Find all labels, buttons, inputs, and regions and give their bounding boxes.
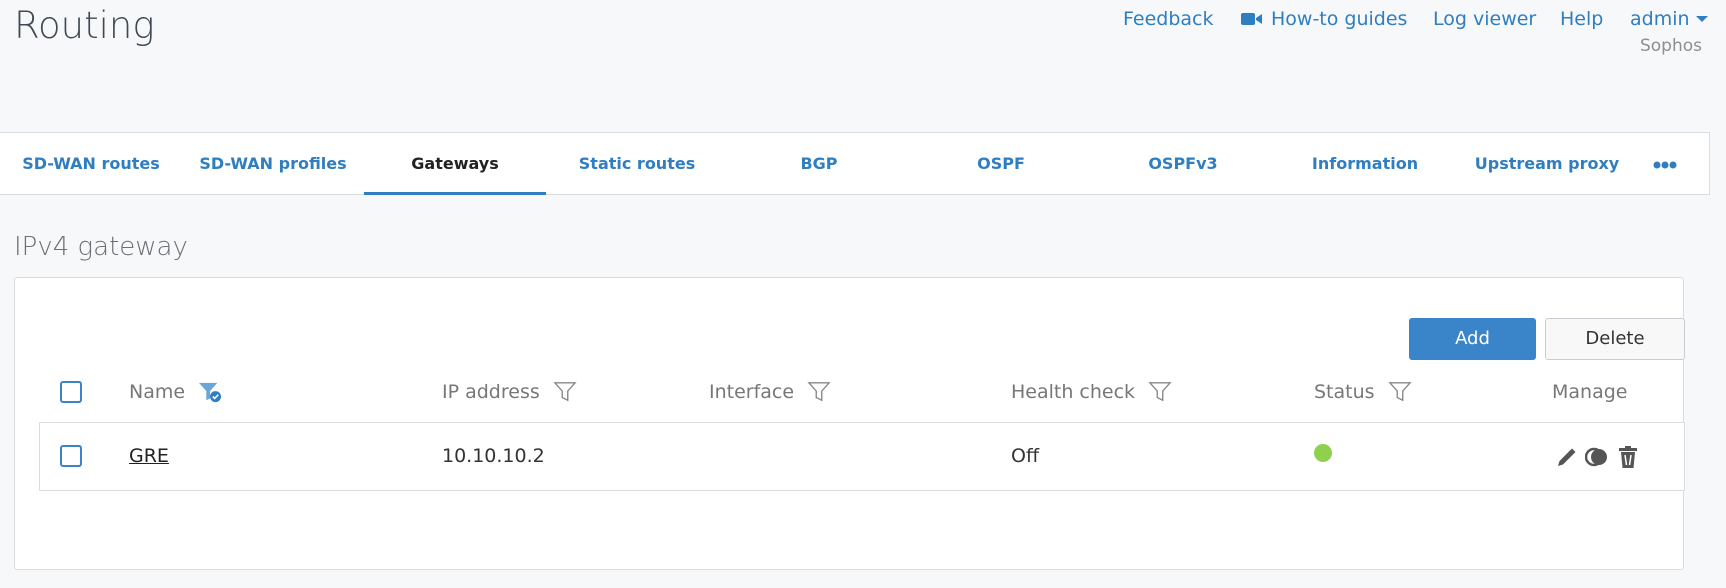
log-viewer-link[interactable]: Log viewer [1433, 8, 1537, 30]
help-link[interactable]: Help [1560, 8, 1604, 30]
add-button[interactable]: Add [1409, 318, 1536, 360]
column-interface-label: Interface [709, 381, 795, 403]
column-interface: Interface [709, 381, 832, 403]
filter-active-icon[interactable] [197, 381, 223, 403]
status-indicator-icon [1314, 444, 1332, 462]
tab-static-routes[interactable]: Static routes [578, 154, 696, 173]
tab-upstream-proxy[interactable]: Upstream proxy [1474, 154, 1620, 173]
tab-ospfv3[interactable]: OSPFv3 [1148, 154, 1218, 173]
tab-sd-wan-profiles[interactable]: SD-WAN profiles [199, 154, 347, 173]
column-health-check: Health check [1011, 381, 1173, 403]
how-to-guides-label: How-to guides [1271, 8, 1408, 30]
column-name: Name [129, 381, 223, 403]
tab-information[interactable]: Information [1311, 154, 1419, 173]
column-manage: Manage [1552, 381, 1627, 403]
tab-sd-wan-routes[interactable]: SD-WAN routes [22, 154, 160, 173]
more-dots-icon [1653, 161, 1677, 169]
tab-ospf[interactable]: OSPF [977, 154, 1025, 173]
feedback-link[interactable]: Feedback [1123, 8, 1214, 30]
column-name-label: Name [129, 381, 186, 403]
tab-gateways[interactable]: Gateways [364, 133, 546, 195]
caret-down-icon [1695, 16, 1708, 22]
table-row [39, 422, 1685, 491]
delete-button[interactable]: Delete [1545, 318, 1685, 360]
organization-name: Sophos [1639, 36, 1702, 56]
filter-icon[interactable] [806, 381, 832, 403]
gateway-name-link[interactable]: GRE [129, 445, 169, 467]
how-to-guides-link[interactable]: How-to guides [1241, 8, 1407, 30]
section-title: IPv4 gateway [14, 232, 188, 262]
column-manage-label: Manage [1552, 381, 1628, 403]
video-camera-icon [1241, 13, 1262, 25]
trash-icon[interactable] [1616, 445, 1640, 469]
tab-bar: SD-WAN routes SD-WAN profiles Gateways S… [0, 132, 1710, 195]
edit-pencil-icon[interactable] [1555, 445, 1579, 469]
admin-menu[interactable]: admin [1630, 8, 1708, 30]
column-status-label: Status [1314, 381, 1375, 403]
filter-icon[interactable] [1147, 381, 1173, 403]
column-ip-address: IP address [442, 381, 578, 403]
column-status: Status [1314, 381, 1413, 403]
row-checkbox[interactable] [60, 445, 82, 467]
filter-icon[interactable] [552, 381, 578, 403]
gateway-health-check: Off [1011, 445, 1040, 467]
more-tabs-button[interactable] [1640, 133, 1690, 195]
select-all-checkbox[interactable] [60, 381, 82, 403]
gateway-ip: 10.10.10.2 [442, 445, 545, 467]
filter-icon[interactable] [1387, 381, 1413, 403]
toggle-status-icon[interactable] [1585, 445, 1609, 469]
admin-label: admin [1630, 8, 1690, 30]
tab-bgp[interactable]: BGP [800, 154, 838, 173]
page-title: Routing [14, 4, 155, 47]
column-ip-label: IP address [442, 381, 540, 403]
column-health-label: Health check [1011, 381, 1136, 403]
